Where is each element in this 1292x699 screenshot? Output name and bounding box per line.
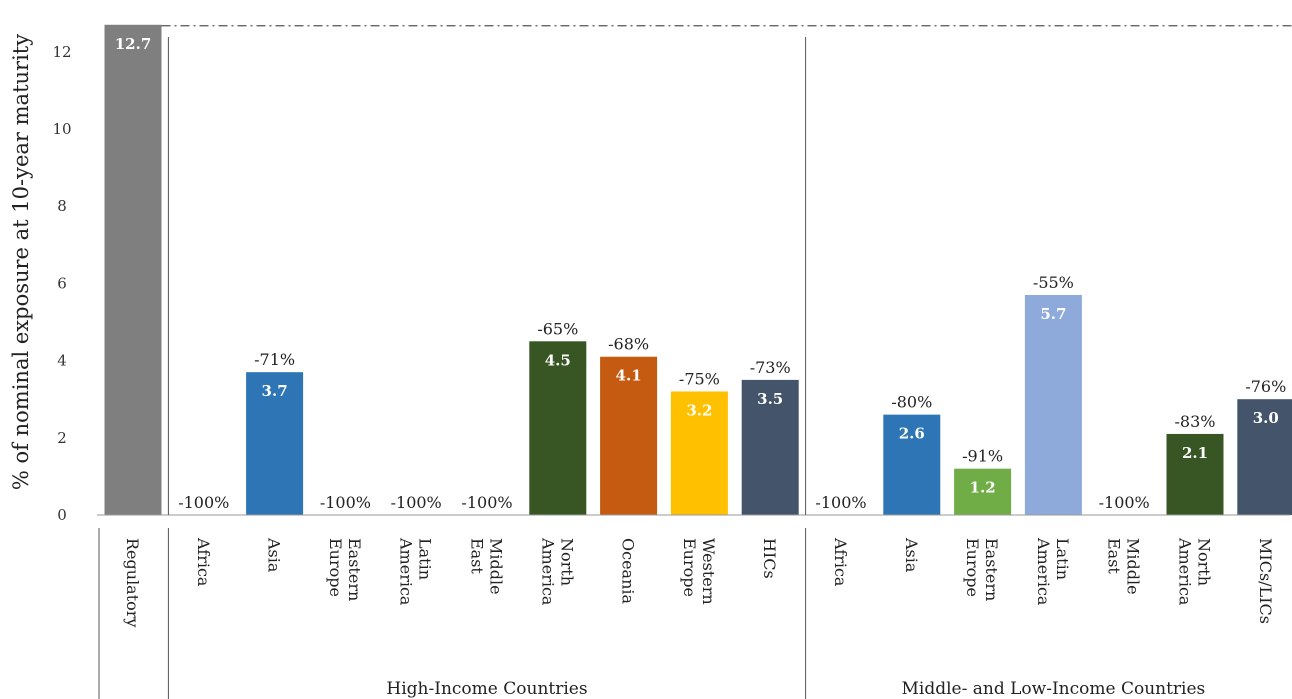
bar-change-label: -100% — [815, 493, 866, 512]
bar-change-label: -73% — [750, 358, 791, 377]
bar — [1166, 433, 1224, 515]
bar-change-label: -68% — [608, 335, 649, 354]
x-category-label: Latin — [416, 538, 435, 580]
bar-value-label: 3.2 — [686, 401, 712, 419]
bar-value-label: 4.5 — [545, 351, 571, 369]
x-category-label: Europe — [963, 538, 982, 597]
x-category-label: Latin — [1053, 538, 1072, 580]
x-category-label: Middle — [487, 538, 506, 595]
x-category-label: America — [397, 537, 416, 606]
bar-change-label: -83% — [1175, 412, 1216, 431]
x-category-label: East — [468, 538, 487, 574]
bar-change-label: -100% — [178, 493, 229, 512]
bar-change-label: -100% — [461, 493, 512, 512]
y-tick-label: 8 — [57, 197, 67, 215]
x-category-label: Western — [699, 538, 718, 605]
x-category-label: Europe — [326, 538, 345, 597]
bar-change-label: -80% — [891, 393, 932, 412]
group-labels: High-Income Countries Middle- and Low-Inc… — [386, 679, 1205, 699]
bar — [954, 468, 1012, 515]
x-category-label: MICs/LICs — [1256, 538, 1275, 624]
x-category-label: HICs — [760, 538, 779, 579]
x-category-label: Asia — [265, 537, 284, 573]
x-category-label: America — [1176, 537, 1195, 606]
bar — [741, 379, 799, 515]
x-category-label: Oceania — [619, 538, 638, 605]
y-tick-label: 6 — [57, 274, 67, 292]
bar-value-label: 5.7 — [1040, 305, 1066, 323]
bar — [529, 341, 587, 515]
group-dividers — [98, 37, 807, 699]
bar — [1024, 294, 1082, 515]
x-category-label: America — [1034, 537, 1053, 606]
bar-value-label: 2.1 — [1182, 444, 1208, 462]
bar — [670, 391, 728, 515]
y-tick-label: 10 — [52, 120, 71, 138]
group-label: High-Income Countries — [386, 679, 587, 699]
bar-value-label: 3.7 — [262, 382, 288, 400]
x-category-label: Asia — [902, 537, 921, 573]
y-tick-label: 2 — [57, 429, 67, 447]
x-category-label: Eastern — [982, 538, 1001, 601]
bar-change-label: -100% — [1099, 493, 1150, 512]
bar-change-label: -91% — [962, 447, 1003, 466]
bar-value-label: 3.5 — [757, 390, 783, 408]
bar-change-label: -100% — [320, 493, 371, 512]
bar-change-label: -55% — [1033, 273, 1074, 292]
x-category-label: Africa — [831, 537, 850, 587]
bar — [104, 24, 162, 516]
x-category-label: Middle — [1124, 538, 1143, 595]
bar-value-label: 12.7 — [115, 35, 152, 53]
bar-change-label: -75% — [679, 369, 720, 388]
x-category-label: Europe — [680, 538, 699, 597]
bar-value-label: 4.1 — [616, 367, 642, 385]
x-category-label: Africa — [194, 537, 213, 587]
x-category-label: Regulatory — [123, 538, 142, 627]
bar — [600, 356, 658, 515]
x-category-label: Eastern — [345, 538, 364, 601]
bar-change-label: -71% — [254, 350, 295, 369]
bar — [1237, 399, 1292, 515]
y-axis-title: % of nominal exposure at 10-year maturit… — [9, 34, 33, 490]
bar-change-label: -76% — [1245, 377, 1286, 396]
bar-value-label: 2.6 — [899, 425, 925, 443]
bar-value-label: 1.2 — [970, 479, 996, 497]
bars: 12.7 -100% 3.7 -71% -100% -100% -100% 4.5 -65% 4.… — [97, 24, 1292, 516]
y-axis-ticks: 0 2 4 6 8 10 12 — [52, 43, 71, 524]
y-tick-label: 4 — [57, 352, 67, 370]
bar-change-label: -65% — [537, 319, 578, 338]
group-label: Middle- and Low-Income Countries — [902, 679, 1206, 699]
y-tick-label: 12 — [52, 43, 71, 61]
bar-change-label: -100% — [391, 493, 442, 512]
x-category-label: East — [1105, 538, 1124, 574]
y-tick-label: 0 — [57, 506, 67, 524]
bar — [246, 372, 304, 515]
x-category-label: North — [1195, 538, 1214, 586]
bar — [883, 414, 941, 515]
x-category-label: America — [538, 537, 557, 606]
bar-value-label: 3.0 — [1253, 409, 1279, 427]
x-category-label: North — [557, 538, 576, 586]
